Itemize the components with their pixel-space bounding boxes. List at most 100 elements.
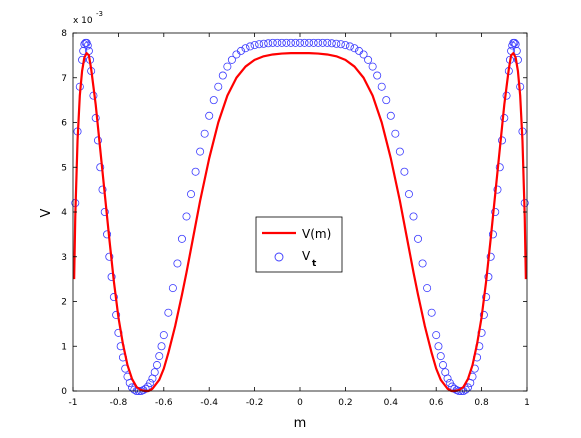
data-point-vt	[173, 259, 182, 268]
y-tick-label: 5	[61, 163, 67, 173]
data-point-vt	[157, 342, 166, 351]
data-point-vt	[309, 38, 318, 47]
data-point-vt	[227, 55, 236, 64]
y-multiplier-exponent: -3	[96, 10, 103, 18]
y-axis-title: V	[39, 208, 54, 217]
data-point-vt	[264, 39, 273, 48]
data-point-vt	[286, 38, 295, 47]
data-point-vt	[510, 38, 519, 47]
data-point-vt	[461, 385, 470, 394]
data-point-vt	[341, 41, 350, 50]
data-point-vt	[493, 185, 502, 194]
data-point-vt	[484, 272, 493, 281]
data-point-vt	[277, 38, 286, 47]
data-point-vt	[80, 40, 89, 49]
data-point-vt	[218, 71, 227, 80]
data-point-vt	[418, 259, 427, 268]
data-point-vt	[350, 44, 359, 53]
data-point-vt	[436, 352, 445, 361]
data-point-vt	[359, 50, 368, 59]
data-point-vt	[495, 163, 504, 172]
data-point-vt	[382, 96, 391, 105]
data-point-vt	[386, 111, 395, 120]
data-point-vt	[107, 272, 116, 281]
x-tick-label: 0.6	[429, 398, 444, 408]
y-tick-label: 1	[61, 342, 67, 352]
data-point-vt	[214, 82, 223, 91]
data-point-vt	[423, 284, 432, 293]
x-tick-label: 0.8	[474, 398, 489, 408]
legend-marker-swatch	[274, 252, 284, 262]
legend-label-vt: V	[302, 249, 311, 263]
data-point-vt	[200, 129, 209, 138]
data-point-vt	[182, 212, 191, 221]
data-point-vt	[78, 55, 87, 64]
data-point-vt	[300, 38, 309, 47]
data-point-vt	[241, 44, 250, 53]
data-point-vt	[479, 310, 488, 319]
y-tick-label: 0	[61, 387, 67, 397]
data-point-vt	[364, 55, 373, 64]
data-point-vt	[146, 378, 155, 387]
y-tick-label: 4	[61, 208, 67, 218]
data-point-vt	[391, 129, 400, 138]
line-series-vm	[73, 52, 527, 393]
data-point-vt	[168, 284, 177, 293]
data-point-vt	[83, 41, 92, 50]
data-point-vt	[96, 163, 105, 172]
data-point-vt	[223, 62, 232, 71]
data-point-vt	[98, 185, 107, 194]
y-tick-label: 6	[61, 119, 67, 129]
data-point-vt	[191, 167, 200, 176]
data-point-vt	[513, 55, 522, 64]
legend-label-vt-subscript: t	[312, 259, 317, 269]
data-point-vt	[377, 82, 386, 91]
x-tick-label: -0.4	[200, 398, 218, 408]
x-tick-label: -0.6	[155, 398, 173, 408]
data-point-vt	[305, 38, 314, 47]
data-point-vt	[109, 293, 118, 302]
data-point-vt	[209, 96, 218, 105]
data-point-vt	[345, 42, 354, 51]
legend-box	[255, 216, 343, 273]
y-multiplier-label: x 10	[73, 16, 93, 26]
data-point-vt	[488, 230, 497, 239]
data-point-vt	[273, 38, 282, 47]
data-point-vt	[368, 62, 377, 71]
y-tick-label: 8	[61, 29, 67, 39]
x-tick-label: -0.8	[110, 398, 128, 408]
data-point-vt	[439, 361, 448, 370]
data-point-vt	[246, 42, 255, 51]
data-point-vt	[491, 207, 500, 216]
data-point-vt	[255, 40, 264, 49]
data-point-vt	[250, 41, 259, 50]
data-point-vt	[164, 308, 173, 317]
data-point-vt	[105, 252, 114, 261]
x-tick-label: 0.2	[338, 398, 352, 408]
data-point-vt	[486, 252, 495, 261]
x-axis-title: m	[294, 416, 307, 431]
y-tick-label: 7	[61, 74, 67, 84]
data-point-vt	[432, 331, 441, 340]
x-tick-label: 1	[524, 398, 530, 408]
data-point-vt	[155, 352, 164, 361]
x-tick-label: -1	[69, 398, 78, 408]
data-point-vt	[414, 234, 423, 243]
data-point-vt	[404, 190, 413, 199]
data-point-vt	[259, 39, 268, 48]
data-point-vt	[152, 361, 161, 370]
legend: V(m) V t	[255, 216, 343, 273]
data-point-vt	[409, 212, 418, 221]
data-point-vt	[443, 374, 452, 383]
y-tick-label: 3	[61, 253, 67, 263]
data-point-vt	[112, 310, 121, 319]
data-point-vt	[512, 46, 521, 55]
data-point-vt	[323, 38, 332, 47]
data-point-vt	[318, 38, 327, 47]
data-point-vt	[177, 234, 186, 243]
data-point-vt	[100, 207, 109, 216]
data-point-vt	[103, 230, 112, 239]
data-point-vt	[295, 38, 304, 47]
data-point-vt	[291, 38, 300, 47]
data-point-vt	[159, 331, 168, 340]
